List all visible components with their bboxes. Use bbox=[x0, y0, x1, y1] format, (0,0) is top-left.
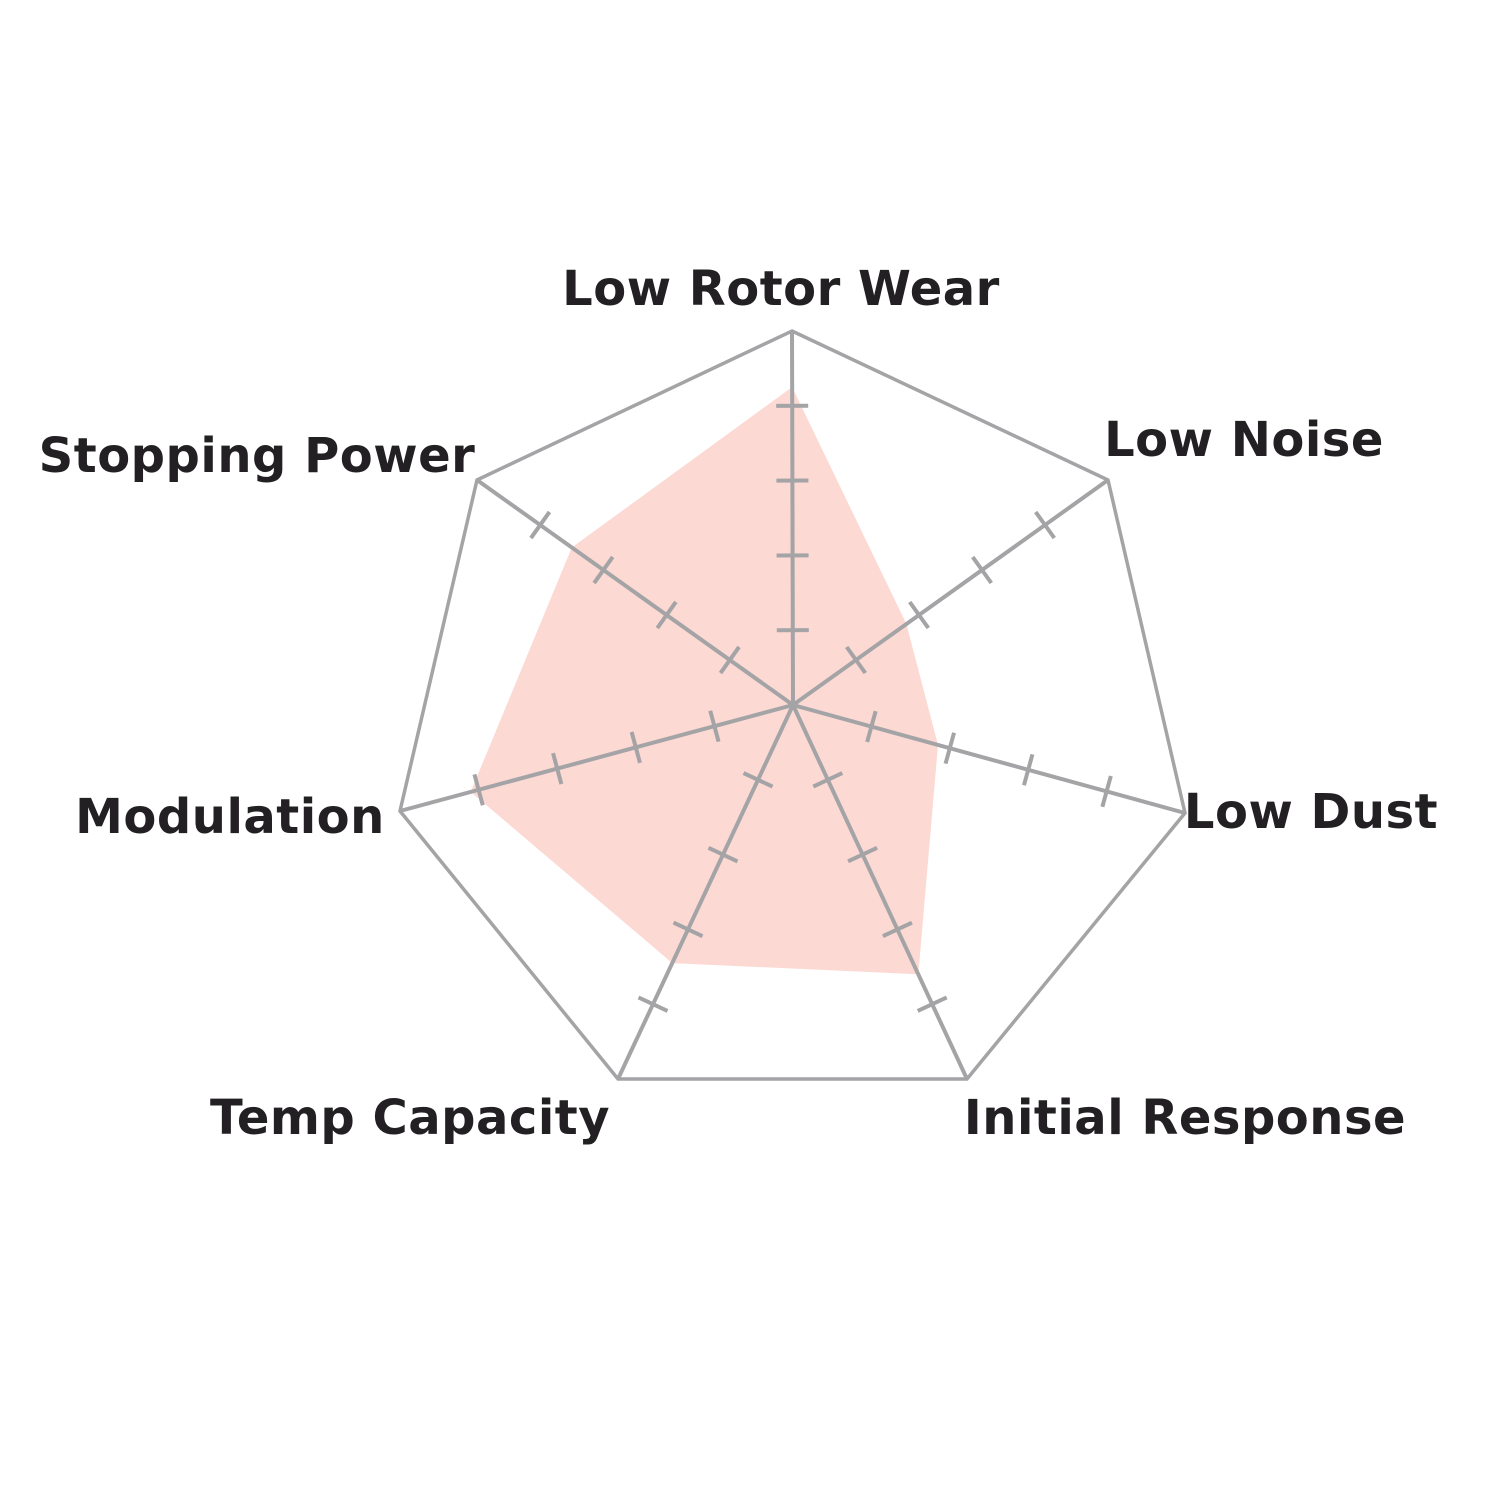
axis-tick-2-2 bbox=[943, 732, 956, 765]
axis-label-low-rotor-wear: Low Rotor Wear bbox=[562, 261, 1000, 317]
axis-tick-2-1 bbox=[865, 710, 878, 743]
axis-tick-3-1 bbox=[812, 771, 844, 789]
axis-spoke-0 bbox=[790, 330, 795, 706]
axis-tick-4-1 bbox=[742, 771, 774, 789]
axis-tick-4-3 bbox=[672, 920, 704, 938]
axis-tick-2-3 bbox=[1022, 753, 1035, 786]
axis-tick-3-3 bbox=[882, 920, 913, 938]
axis-tick-3-2 bbox=[847, 846, 878, 864]
axis-tick-6-1 bbox=[718, 645, 741, 675]
axis-tick-4-2 bbox=[707, 846, 739, 864]
axis-tick-2-4 bbox=[1100, 775, 1113, 808]
data-polygon bbox=[470, 387, 938, 975]
axis-label-stopping-power: Stopping Power bbox=[38, 428, 476, 484]
axis-tick-6-3 bbox=[592, 555, 615, 585]
axis-tick-1-4 bbox=[1034, 510, 1056, 540]
axis-tick-4-4 bbox=[637, 995, 669, 1013]
axis-tick-3-4 bbox=[916, 995, 948, 1013]
axis-spoke-4 bbox=[616, 704, 795, 1080]
axis-label-low-noise: Low Noise bbox=[1104, 412, 1384, 468]
axis-tick-5-1 bbox=[708, 710, 721, 743]
axis-tick-1-2 bbox=[908, 600, 930, 630]
axis-tick-5-2 bbox=[629, 731, 642, 764]
axis-spoke-6 bbox=[475, 478, 795, 707]
axis-spoke-5 bbox=[399, 703, 794, 813]
axis-label-low-dust: Low Dust bbox=[1183, 784, 1439, 840]
axis-spoke-2 bbox=[792, 703, 1186, 815]
axis-label-modulation: Modulation bbox=[75, 789, 385, 845]
grid-outline-heptagon bbox=[398, 329, 1187, 1081]
axis-tick-6-2 bbox=[655, 600, 678, 630]
axis-spoke-1 bbox=[791, 478, 1110, 707]
axis-tick-1-3 bbox=[971, 555, 993, 585]
axis-tick-1-1 bbox=[845, 645, 867, 675]
axis-label-temp-capacity: Temp Capacity bbox=[209, 1090, 611, 1146]
axis-tick-6-4 bbox=[529, 510, 552, 540]
axis-label-initial-response: Initial Response bbox=[963, 1090, 1407, 1146]
axis-spoke-3 bbox=[791, 704, 969, 1080]
axis-tick-5-4 bbox=[472, 773, 485, 806]
axis-tick-5-3 bbox=[551, 752, 564, 785]
